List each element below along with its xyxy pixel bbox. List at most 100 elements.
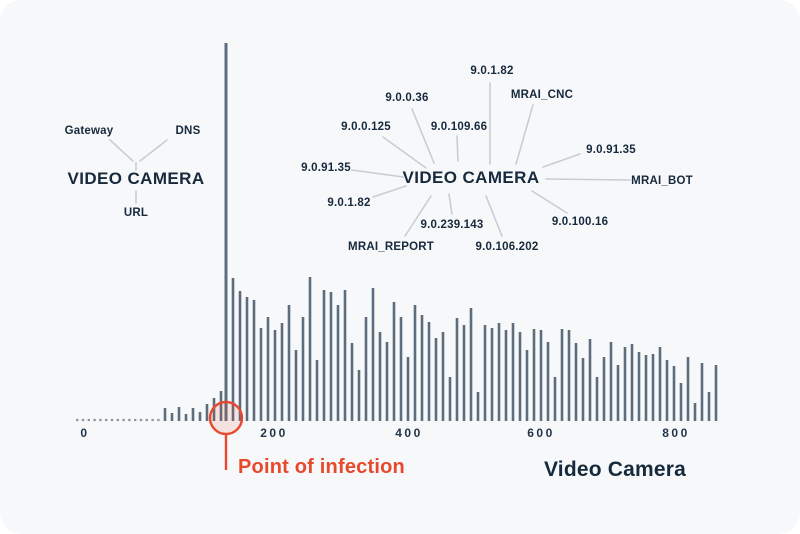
pre-infection-bar: [170, 413, 174, 421]
right-diagram-line: [485, 195, 503, 237]
right-diagram-line: [448, 193, 453, 215]
right-diagram-line: [542, 153, 581, 168]
post-infection-bar: [434, 338, 438, 421]
post-infection-bar: [336, 305, 340, 421]
right-diagram-line: [372, 185, 407, 198]
post-infection-bar: [427, 322, 431, 421]
right-diagram-line: [382, 136, 427, 169]
left-node-label: DNS: [175, 125, 201, 137]
post-infection-bar: [693, 403, 697, 421]
post-infection-bar: [483, 325, 487, 421]
post-infection-bar: [371, 288, 375, 421]
left-node-label: URL: [123, 207, 149, 219]
right-diagram-line: [515, 104, 534, 165]
post-infection-bar: [378, 332, 382, 421]
post-infection-bar: [301, 317, 305, 421]
post-infection-bar: [266, 317, 270, 421]
post-infection-bar: [462, 325, 466, 421]
post-infection-bar: [546, 342, 550, 421]
post-infection-bar: [560, 329, 564, 421]
post-infection-bar: [658, 347, 662, 421]
pre-infection-bar: [212, 398, 216, 421]
post-infection-bar: [231, 278, 235, 421]
post-infection-bar: [490, 328, 494, 421]
post-infection-bar: [616, 365, 620, 421]
post-infection-bar: [315, 360, 319, 421]
post-infection-bar: [308, 277, 312, 421]
pre-infection-bar: [219, 391, 223, 421]
right-node-label: 9.0.239.143: [420, 219, 484, 231]
right-node-label: MRAI_CNC: [510, 89, 574, 101]
post-infection-bar: [441, 332, 445, 421]
post-infection-bar: [553, 377, 557, 421]
pre-infection-bar: [191, 408, 195, 421]
right-node-label: 9.0.0.36: [385, 92, 429, 104]
post-infection-bar: [420, 315, 424, 421]
right-node-label: 9.0.1.82: [327, 197, 371, 209]
post-infection-bar: [644, 355, 648, 421]
post-infection-bar: [511, 323, 515, 421]
x-axis-tick-label: 600: [527, 426, 555, 440]
post-infection-bar: [602, 357, 606, 421]
post-infection-bar: [714, 365, 718, 421]
post-infection-bar: [364, 317, 368, 421]
post-infection-bar: [497, 323, 501, 421]
post-infection-bar: [322, 290, 326, 421]
post-infection-bar: [413, 305, 417, 421]
right-node-label: 9.0.106.202: [475, 241, 539, 253]
right-diagram-line: [545, 178, 631, 181]
post-infection-bar: [595, 377, 599, 421]
post-infection-bar: [259, 328, 263, 421]
post-infection-bar: [679, 383, 683, 421]
left-diagram-line: [139, 139, 168, 162]
post-infection-bar: [700, 363, 704, 421]
post-infection-bar: [525, 350, 529, 421]
pre-infection-bar: [205, 404, 209, 421]
post-infection-bar: [448, 377, 452, 421]
post-infection-bar: [252, 300, 256, 421]
right-diagram-line: [351, 169, 404, 178]
x-axis-tick-label: 0: [80, 426, 90, 440]
left-node-label: Gateway: [64, 125, 114, 137]
left-diagram-line: [109, 139, 134, 162]
right-node-label: 9.0.91.35: [586, 144, 636, 156]
post-infection-bar: [238, 291, 242, 421]
infection-spike-bar: [224, 43, 228, 421]
post-infection-bar: [588, 339, 592, 421]
post-infection-bar: [385, 342, 389, 421]
post-infection-bar: [672, 366, 676, 421]
pre-infection-bar: [177, 407, 181, 421]
post-infection-bar: [406, 357, 410, 421]
pre-infection-bar: [198, 412, 202, 421]
post-infection-bar: [686, 357, 690, 421]
post-infection-bar: [280, 323, 284, 421]
right-node-label: 9.0.100.16: [551, 216, 609, 228]
pre-infection-bar: [163, 408, 167, 421]
right-node-label: 9.0.1.82: [470, 65, 514, 77]
post-infection-bar: [469, 308, 473, 421]
right-diagram-line: [531, 190, 568, 214]
point-of-infection-circle: [208, 400, 244, 436]
point-of-infection-label: Point of infection: [238, 456, 405, 478]
chart-title: Video Camera: [543, 458, 687, 481]
post-infection-bar: [707, 392, 711, 421]
post-infection-bar: [567, 330, 571, 421]
post-infection-bar: [532, 329, 536, 421]
post-infection-bar: [630, 344, 634, 421]
post-infection-bar: [245, 297, 249, 421]
post-infection-bar: [399, 317, 403, 421]
x-axis-tick-label: 200: [260, 426, 288, 440]
x-axis-tick-label: 800: [662, 426, 690, 440]
right-node-label: MRAI_BOT: [631, 175, 693, 187]
right-node-label: MRAI_REPORT: [348, 241, 434, 253]
post-infection-bar: [357, 370, 361, 421]
x-axis-tick-label: 400: [395, 426, 423, 440]
post-infection-bar: [294, 350, 298, 421]
left-device-label: VIDEO CAMERA: [67, 169, 205, 188]
post-infection-bar: [651, 354, 655, 421]
right-diagram-line: [456, 135, 459, 162]
post-infection-bar: [665, 360, 669, 421]
post-infection-bar: [476, 392, 480, 421]
